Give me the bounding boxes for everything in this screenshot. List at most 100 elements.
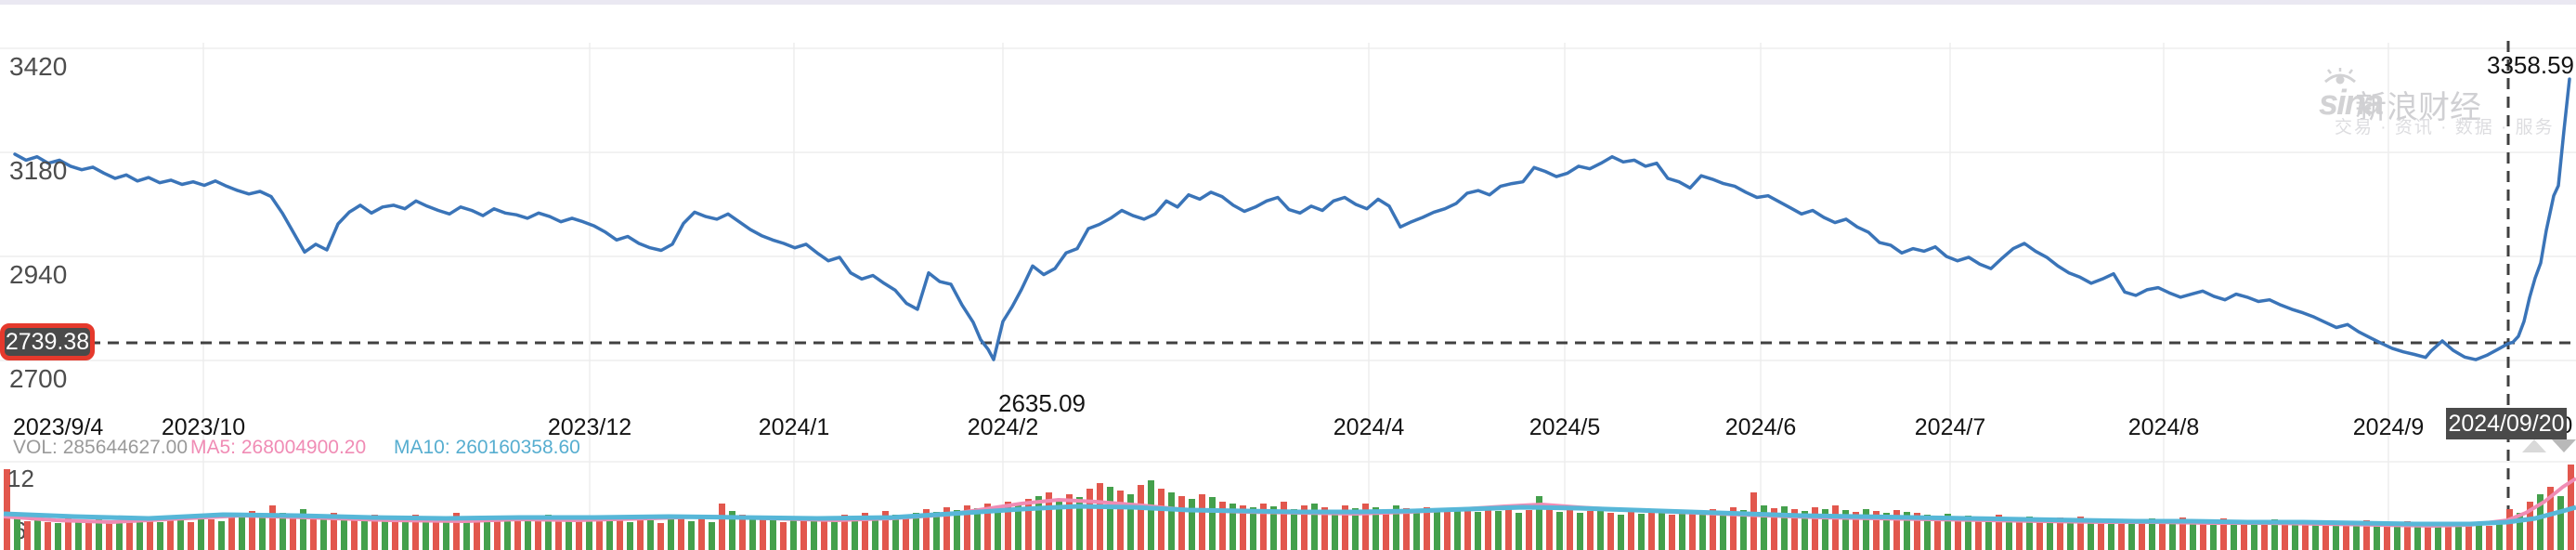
volume-bar	[719, 504, 725, 550]
volume-bar	[453, 513, 460, 550]
volume-bar	[1444, 511, 1451, 550]
volume-bar	[1853, 512, 1859, 550]
volume-bar	[606, 521, 613, 550]
volume-bar	[504, 519, 511, 550]
price-ytick-2700: 2700	[9, 364, 68, 393]
volume-bar	[790, 519, 797, 550]
volume-bar	[688, 521, 695, 550]
volume-bar	[1454, 508, 1461, 550]
volume-bar	[2118, 522, 2125, 550]
volume-bar	[1086, 489, 1093, 550]
volume-bar	[1710, 509, 1716, 550]
volume-ytick-12: 12	[7, 465, 34, 492]
volume-bar	[106, 522, 112, 550]
volume-bar	[821, 519, 827, 550]
volume-bar	[2149, 518, 2155, 550]
x-axis-label: 2023/12	[547, 414, 632, 440]
volume-bar	[525, 520, 531, 550]
volume-bar	[903, 517, 909, 550]
volume-bar	[1842, 510, 1849, 550]
volume-bar	[2333, 521, 2339, 550]
volume-bar	[1209, 497, 1216, 550]
volume-bar	[1025, 499, 1032, 550]
volume-bar	[1250, 507, 1256, 550]
volume-readout: VOL: 285644627.00	[13, 437, 188, 458]
volume-bar	[1955, 517, 1961, 550]
volume-bar	[2271, 519, 2278, 550]
volume-bar	[933, 512, 940, 550]
volume-bar	[974, 508, 981, 550]
volume-bar	[259, 517, 266, 550]
volume-bar	[1270, 506, 1277, 550]
volume-bar	[1893, 510, 1900, 550]
volume-bar	[310, 517, 317, 550]
volume-bar	[320, 518, 327, 550]
volume-bar	[954, 510, 960, 550]
volume-bar	[228, 517, 235, 550]
volume-bar	[1311, 504, 1318, 550]
volume-bar	[1189, 499, 1195, 550]
volume-bar	[586, 519, 592, 550]
volume-bar	[1577, 513, 1583, 550]
volume-bar	[1015, 504, 1021, 550]
volume-bar	[892, 515, 899, 550]
volume-bar	[177, 520, 184, 550]
crosshair-date-tooltip: 2024/09/20	[2446, 408, 2567, 439]
volume-bar	[698, 518, 705, 550]
volume-bar	[1516, 513, 1522, 550]
volume-bar	[474, 521, 480, 550]
volume-bar	[2077, 517, 2084, 550]
sina-eye-icon	[2324, 68, 2356, 85]
volume-bar	[351, 517, 358, 550]
volume-bar	[1546, 507, 1553, 550]
zoom-in-triangle-button[interactable]	[2522, 439, 2546, 452]
volume-bar	[249, 511, 255, 550]
volume-bar	[1434, 509, 1440, 550]
volume-bar	[617, 519, 623, 550]
volume-bar	[198, 517, 204, 550]
volume-bar	[1240, 505, 1246, 550]
volume-bar	[269, 505, 276, 550]
price-ytick-3420: 3420	[9, 52, 68, 81]
volume-bar	[1699, 515, 1706, 550]
volume-bar	[760, 517, 766, 550]
volume-bar	[811, 521, 817, 550]
volume-bar	[1485, 509, 1491, 550]
volume-bar	[1740, 510, 1747, 550]
volume-bar	[2098, 518, 2104, 550]
volume-bar	[300, 509, 306, 550]
volume-bar	[2220, 518, 2227, 550]
volume-bar	[1281, 502, 1287, 550]
volume-bar	[2322, 523, 2329, 550]
price-ytick-3180: 3180	[9, 156, 68, 185]
volume-bar	[157, 522, 163, 550]
volume-bar	[1291, 509, 1297, 550]
volume-bar	[576, 517, 582, 550]
sina-logo-text: sina	[2319, 84, 2384, 123]
volume-bar	[1975, 518, 1982, 550]
volume-bar	[995, 506, 1001, 550]
volume-bar	[729, 511, 735, 550]
volume-bar	[555, 518, 562, 550]
volume-bar	[1148, 480, 1154, 550]
volume-bar	[2006, 517, 2012, 550]
volume-bar	[2159, 522, 2166, 550]
volume-bar	[1352, 508, 1359, 550]
volume-bar	[1362, 504, 1369, 550]
volume-bar	[1802, 511, 1808, 550]
volume-bar	[14, 518, 20, 550]
volume-bar	[2057, 517, 2063, 550]
zoom-out-triangle-button[interactable]	[2552, 439, 2576, 452]
volume-bar	[1495, 511, 1502, 550]
volume-bar	[1056, 499, 1062, 550]
volume-bar	[2036, 518, 2043, 550]
volume-bar	[1934, 517, 1941, 550]
volume-bar	[852, 519, 858, 550]
x-axis-label: 2024/9	[2352, 414, 2425, 440]
volume-bar	[290, 515, 296, 550]
volume-bar	[116, 520, 123, 550]
volume-bar	[34, 517, 41, 550]
volume-bar	[1393, 505, 1399, 550]
volume-bar	[361, 519, 368, 550]
